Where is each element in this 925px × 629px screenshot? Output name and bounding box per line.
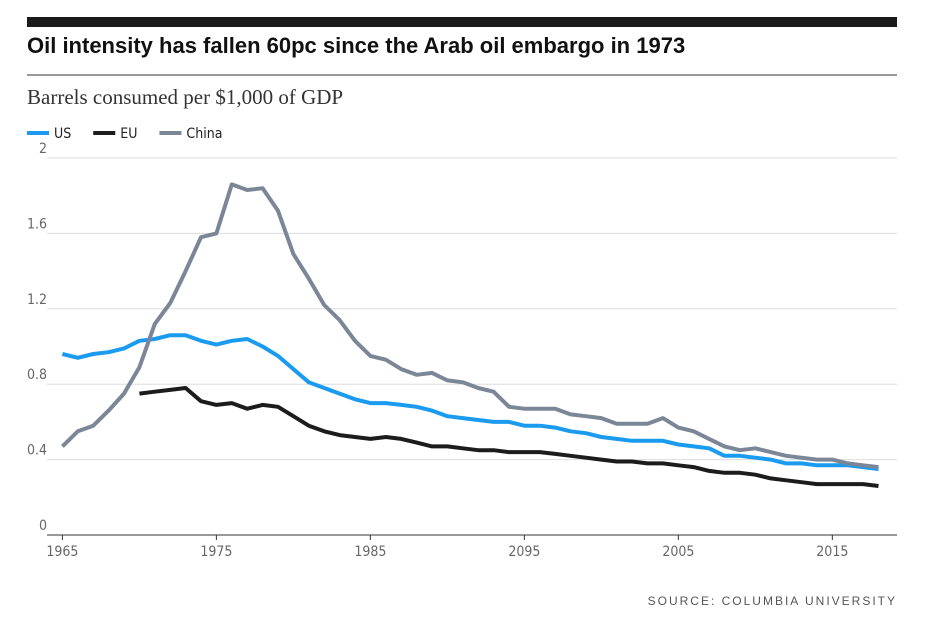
chart-title: Oil intensity has fallen 60pc since the …: [27, 33, 685, 58]
x-tick-label: 2095: [508, 544, 540, 560]
x-tick-label: 1965: [46, 544, 78, 560]
y-tick-label: 1.2: [27, 292, 47, 308]
series-line: [61, 333, 879, 471]
y-tick-label: 1.6: [27, 216, 47, 232]
x-tick-label: 1975: [200, 544, 232, 560]
y-tick-label: 0.4: [27, 443, 47, 459]
x-tick-label: 2015: [816, 544, 848, 560]
y-tick-label: 2: [39, 141, 47, 157]
legend-label: US: [54, 126, 71, 142]
legend: US EU China: [27, 126, 222, 142]
series-line: [60, 182, 879, 470]
chart-subtitle: Barrels consumed per $1,000 of GDP: [27, 85, 343, 109]
series-line: [139, 386, 879, 488]
y-tick-label: 0: [39, 518, 47, 534]
source: SOURCE: COLUMBIA UNIVERSITY: [648, 594, 897, 608]
legend-label: China: [186, 126, 222, 142]
x-tick-label: 2005: [662, 544, 694, 560]
top-bar: [27, 17, 897, 27]
legend-label: EU: [120, 126, 137, 142]
x-tick-label: 1985: [354, 544, 386, 560]
y-tick-label: 0.8: [27, 367, 47, 383]
